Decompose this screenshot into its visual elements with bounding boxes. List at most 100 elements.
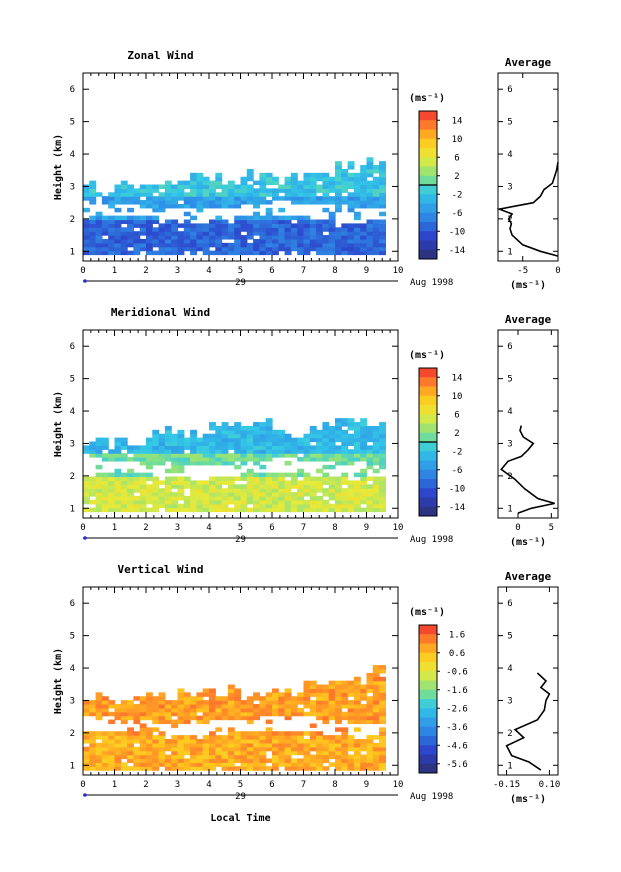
heatmap-cell [265,227,273,232]
heatmap-cell [372,203,380,209]
heatmap-cell [259,235,267,240]
heatmap-cell [209,735,216,740]
heatmap-cell [183,700,191,705]
heatmap-cell [164,480,172,485]
heatmap-cell [341,495,349,501]
heatmap-cell [347,437,355,443]
heatmap-cell [297,219,305,224]
heatmap-cell [202,200,210,205]
heatmap-cell [164,433,172,439]
heatmap-cell [259,433,267,439]
heatmap-cell [171,223,179,228]
heatmap-cell [372,499,380,505]
heatmap-cell [303,754,311,760]
heatmap-cell [133,231,141,236]
heatmap-cell [177,692,185,697]
heatmap-cell [227,457,235,462]
heatmap-cell [353,453,361,458]
heatmap-cell [108,480,116,485]
heatmap-cell [234,464,242,470]
heatmap-cell [347,758,355,763]
heatmap-cell [215,715,223,721]
heatmap-cell [353,688,361,693]
heatmap-cell [360,715,368,721]
heatmap-cell [322,180,330,186]
heatmap-cell [303,231,311,236]
heatmap-cell [259,422,267,427]
heatmap-cell [379,742,386,748]
heatmap-cell [379,766,386,771]
x-tick-label: 6 [269,523,274,533]
heatmap-cell [196,507,204,513]
heatmap-cell [322,476,330,481]
heatmap-cell [328,429,336,435]
heatmap-cell [183,758,191,763]
heatmap-cell [177,696,185,701]
heatmap-cell [316,507,323,513]
heatmap-cell [284,215,292,221]
heatmap-cell [202,203,210,209]
heatmap-cell [341,480,349,485]
heatmap-cell [303,472,311,478]
heatmap-cell [146,488,153,493]
heatmap-cell [209,445,216,450]
month-label: Aug 1998 [410,535,453,545]
heatmap-cell [152,762,160,767]
heatmap-cell [328,476,336,481]
heatmap-cell [316,696,323,701]
heatmap-cell [183,707,191,713]
heatmap-cell [234,711,242,717]
heatmap-cell [171,192,179,197]
heatmap-cell [322,715,330,721]
heatmap-cell [341,223,349,228]
heatmap-cell [183,507,191,513]
heatmap-cell [284,219,292,224]
heatmap-cell [227,203,235,209]
heatmap-cell [196,207,204,213]
heatmap-cell [284,484,292,489]
heatmap-cell [196,503,204,509]
heatmap-cell [152,707,160,713]
heatmap-cell [108,227,116,232]
heatmap-cell [309,242,317,248]
heatmap-cell [183,238,191,244]
heatmap-cell [379,484,386,489]
heatmap-cell [360,184,368,189]
heatmap-cell [372,433,380,439]
heatmap-cell [146,231,153,236]
heatmap-cell [284,449,292,454]
heatmap-cell [101,472,109,478]
y-tick-label: 1 [70,504,75,514]
heatmap-cell [240,711,248,717]
heatmap-cell [196,192,204,197]
heatmap-cell [227,196,235,201]
heatmap-cell [272,750,279,756]
heatmap-cell [221,227,229,232]
heatmap-cell [83,207,90,213]
heatmap-cell [360,692,368,697]
heatmap-cell [171,704,179,709]
heatmap-cell [284,766,292,771]
heatmap-cell [146,192,153,197]
heatmap-cell [335,704,342,709]
heatmap-cell [196,172,204,178]
heatmap-cell [246,739,254,744]
heatmap-cell [316,437,323,443]
heatmap-cell [303,433,311,439]
heatmap-cell [89,758,97,763]
avg-y-tick-label: 4 [507,664,512,674]
heatmap-cell [127,235,134,240]
heatmap-cell [133,188,141,193]
heatmap-cell [297,250,305,256]
heatmap-cell [366,503,374,509]
heatmap-cell [303,704,311,709]
heatmap-cell [108,754,116,760]
heatmap-cell [240,235,248,240]
heatmap-cell [316,758,323,763]
heatmap-cell [246,711,254,717]
heatmap-cell [246,433,254,439]
heatmap-cell [328,445,336,450]
heatmap-cell [372,242,380,248]
heatmap-cell [272,735,279,740]
heatmap-cell [177,492,185,497]
